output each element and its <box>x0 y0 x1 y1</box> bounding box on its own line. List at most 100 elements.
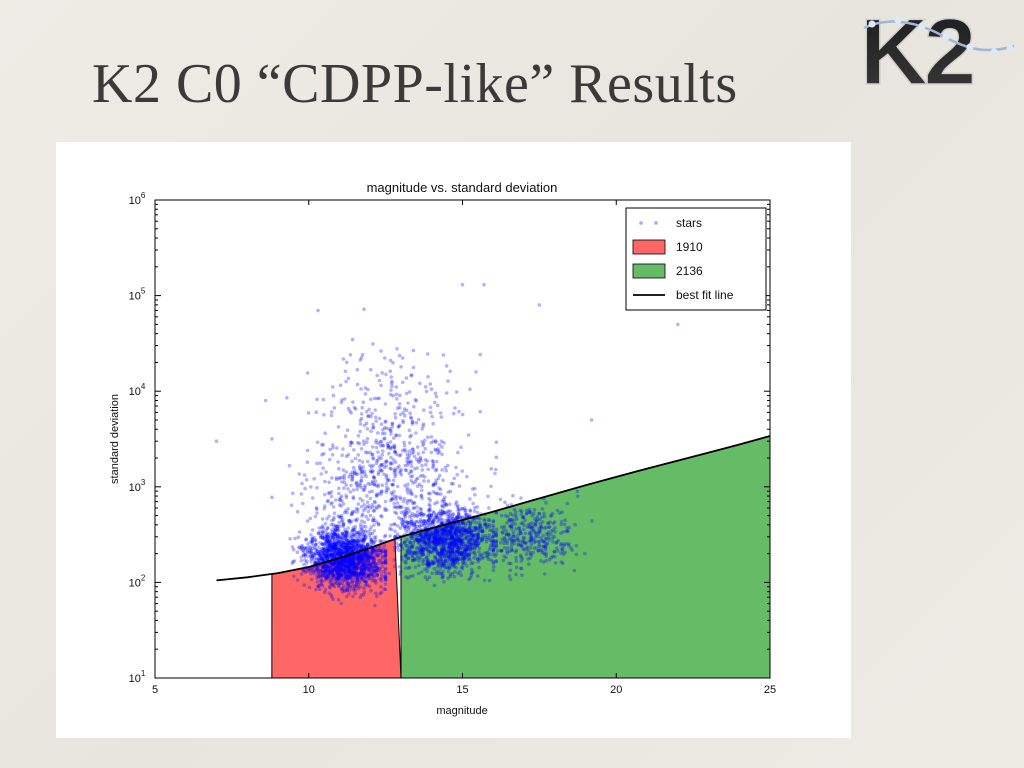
star-point <box>338 548 342 552</box>
star-point <box>320 564 325 569</box>
star-point <box>427 518 432 522</box>
star-point <box>510 548 515 553</box>
star-point <box>457 546 461 550</box>
star-point <box>428 544 433 548</box>
star-point <box>549 532 553 537</box>
star-point <box>379 590 384 594</box>
star-point <box>439 572 443 576</box>
legend-marker <box>639 221 643 225</box>
star-point <box>366 481 371 486</box>
star-point <box>323 567 328 571</box>
star-point <box>381 560 386 565</box>
star-point <box>324 565 328 570</box>
star-point <box>431 539 435 544</box>
star-point <box>444 541 448 546</box>
star-point <box>383 582 388 586</box>
star-point <box>348 557 353 562</box>
star-point <box>353 566 358 571</box>
star-point <box>418 520 422 525</box>
star-point <box>487 578 492 583</box>
star-point <box>421 562 426 566</box>
star-point <box>331 582 335 586</box>
star-point <box>456 534 461 539</box>
star-point <box>428 563 432 567</box>
star-point <box>380 555 385 560</box>
star-point <box>327 569 331 574</box>
star-point <box>340 559 345 563</box>
star-point <box>383 567 388 572</box>
star-point <box>347 584 352 589</box>
star-point <box>348 535 353 540</box>
star-point <box>352 565 357 570</box>
star-point <box>325 537 329 542</box>
star-point <box>371 560 375 564</box>
star-point <box>344 559 348 564</box>
star-point <box>320 547 324 551</box>
star-point <box>373 549 378 553</box>
star-point <box>394 541 399 545</box>
star-point <box>301 569 305 573</box>
star-point <box>337 571 341 576</box>
star-point <box>346 550 351 554</box>
star-point <box>552 534 556 539</box>
star-point <box>389 467 394 471</box>
star-point <box>358 535 362 540</box>
star-point <box>427 549 432 554</box>
star-point <box>378 567 382 571</box>
star-point <box>452 553 456 558</box>
star-point <box>372 571 376 575</box>
star-point <box>328 552 333 557</box>
star-point <box>535 515 539 519</box>
star-point <box>359 564 364 568</box>
star-point <box>344 551 348 555</box>
star-point <box>341 558 346 562</box>
star-point <box>342 557 347 562</box>
star-point <box>445 533 449 537</box>
star-point <box>327 544 332 548</box>
star-point <box>337 569 342 573</box>
star-point <box>337 486 341 491</box>
star-point <box>353 518 358 522</box>
star-point <box>461 526 466 530</box>
star-point <box>340 581 345 586</box>
star-point <box>411 550 415 555</box>
star-point <box>339 494 344 499</box>
star-point <box>336 529 340 533</box>
star-point <box>360 568 364 572</box>
star-point <box>464 521 468 526</box>
star-point <box>340 558 344 562</box>
star-point <box>383 356 387 360</box>
star-point <box>374 594 379 599</box>
star-point <box>371 539 375 544</box>
star-point <box>378 558 383 562</box>
star-point <box>369 368 373 372</box>
star-point <box>489 467 494 471</box>
star-point <box>314 565 318 570</box>
star-point <box>329 563 334 567</box>
star-point <box>450 550 454 555</box>
star-point <box>326 576 331 580</box>
star-point <box>349 547 354 551</box>
star-point <box>454 533 459 538</box>
star-point <box>440 503 444 508</box>
star-point <box>419 532 423 536</box>
star-point <box>302 562 306 567</box>
star-point <box>344 542 348 546</box>
star-point <box>341 540 346 545</box>
star-point <box>341 521 346 526</box>
star-point <box>443 566 448 570</box>
star-point <box>520 556 525 561</box>
star-point <box>405 524 409 528</box>
star-point <box>329 548 334 553</box>
star-point <box>374 570 378 575</box>
star-point <box>327 546 331 551</box>
star-point <box>343 562 348 566</box>
star-point <box>336 539 341 543</box>
star-point <box>334 569 339 574</box>
star-point <box>350 573 355 578</box>
star-point <box>350 539 355 543</box>
star-point <box>345 558 350 563</box>
star-point <box>442 535 446 539</box>
star-point <box>350 538 354 543</box>
star-point <box>351 537 355 542</box>
